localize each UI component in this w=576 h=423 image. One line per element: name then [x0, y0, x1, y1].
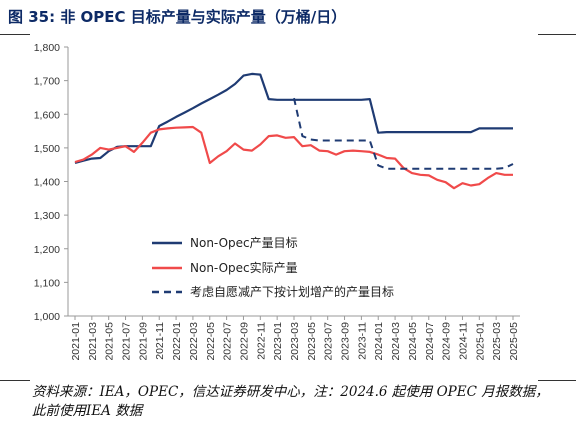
x-tick-label: 2022-07 — [222, 322, 234, 361]
x-tick-label: 2024-07 — [424, 322, 436, 361]
x-tick-label: 2024-09 — [441, 322, 453, 361]
bottom-rule-right — [538, 380, 576, 381]
x-tick-label: 2022-09 — [238, 322, 250, 361]
bottom-rule-left — [0, 380, 30, 381]
legend-label-3: 考虑自愿减产下按计划增产的产量目标 — [190, 284, 394, 299]
x-tick-label: 2022-03 — [188, 322, 200, 361]
x-tick-label: 2021-09 — [137, 322, 149, 361]
x-tick-label: 2023-09 — [340, 322, 352, 361]
y-tick-label: 1,000 — [34, 311, 60, 323]
x-tick-label: 2021-05 — [104, 322, 116, 361]
legend-label-2: Non-Opec实际产量 — [190, 260, 298, 275]
y-tick-label: 1,300 — [34, 210, 60, 222]
legend-label-1: Non-Opec产量目标 — [190, 236, 298, 250]
x-tick-label: 2023-05 — [306, 322, 318, 361]
x-tick-label: 2025-05 — [508, 322, 520, 361]
series-line-2 — [74, 125, 513, 190]
top-rule-left — [0, 34, 30, 35]
x-tick-label: 2023-01 — [272, 322, 284, 361]
x-tick-label: 2023-11 — [356, 322, 368, 360]
x-tick-label: 2021-07 — [121, 322, 133, 361]
series-line-1 — [74, 72, 513, 165]
x-tick-label: 2022-01 — [171, 322, 183, 361]
x-tick-label: 2021-03 — [87, 322, 99, 361]
y-tick-label: 1,100 — [34, 277, 60, 289]
x-tick-label: 2024-05 — [407, 322, 419, 361]
x-tick-label: 2022-05 — [205, 322, 217, 361]
top-rule-right — [538, 34, 576, 35]
x-tick-label: 2022-11 — [255, 322, 267, 360]
x-tick-label: 2023-03 — [289, 322, 301, 361]
series-line-3 — [293, 97, 514, 170]
x-tick-label: 2021-11 — [154, 322, 166, 360]
x-tick-label: 2025-03 — [491, 322, 503, 361]
x-tick-label: 2024-11 — [457, 322, 469, 360]
source-note: 资料来源：IEA，OPEC，信达证券研发中心，注：2024.6 起使用 OPEC… — [32, 384, 549, 419]
x-tick-label: 2023-07 — [323, 322, 335, 361]
x-tick-label: 2024-03 — [390, 322, 402, 361]
y-tick-label: 1,800 — [34, 42, 60, 54]
y-tick-label: 1,700 — [34, 76, 60, 88]
y-tick-label: 1,600 — [34, 109, 60, 121]
x-tick-label: 2024-01 — [373, 322, 385, 361]
y-tick-label: 1,400 — [34, 177, 60, 189]
y-tick-label: 1,500 — [34, 143, 60, 155]
x-tick-label: 2021-01 — [70, 322, 82, 361]
figure-title: 图 35: 非 OPEC 目标产量与实际产量（万桶/日） — [8, 8, 347, 26]
x-tick-label: 2025-01 — [474, 322, 486, 361]
y-tick-label: 1,200 — [34, 244, 60, 256]
